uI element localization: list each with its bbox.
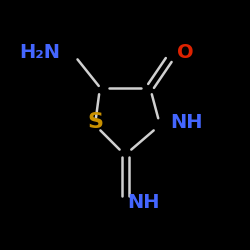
Text: O: O [178, 43, 194, 62]
Text: NH: NH [170, 113, 202, 132]
Text: S: S [87, 112, 103, 132]
Text: H₂N: H₂N [19, 43, 60, 62]
Text: NH: NH [128, 193, 160, 212]
